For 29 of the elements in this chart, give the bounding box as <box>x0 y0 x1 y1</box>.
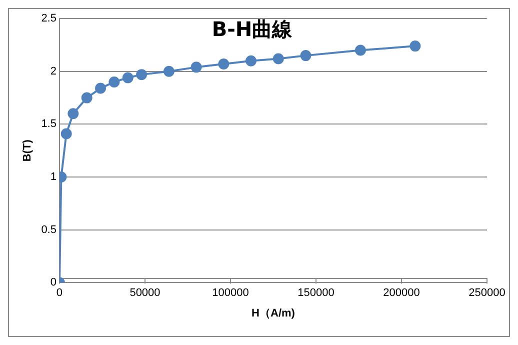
chart-title: B-H曲線 <box>212 16 294 41</box>
point <box>354 44 366 56</box>
x-axis-title: H（A/m) <box>252 307 296 320</box>
point <box>218 58 230 70</box>
point <box>68 108 79 120</box>
point <box>122 72 134 84</box>
y-tick-label: 2 <box>50 65 56 78</box>
point <box>246 55 257 66</box>
y-tick-label: 1.5 <box>41 118 56 130</box>
point <box>108 76 120 88</box>
point <box>163 66 174 77</box>
x-tick-label: 200000 <box>383 287 420 300</box>
y-tick-label: 0.5 <box>41 224 56 236</box>
point <box>190 62 202 73</box>
point <box>410 40 421 52</box>
x-tick-label: 50000 <box>130 287 160 300</box>
point <box>81 92 92 104</box>
point <box>136 69 148 80</box>
point <box>272 53 284 64</box>
point <box>300 50 312 62</box>
x-tick-label: 250000 <box>468 287 506 300</box>
x-tick-label: 150000 <box>298 287 334 300</box>
point <box>95 82 106 94</box>
y-tick-label: 2.5 <box>41 12 56 25</box>
y-tick-label: 0 <box>50 276 56 289</box>
x-tick-label: 100000 <box>212 287 249 300</box>
y-tick-label: 1 <box>50 171 56 184</box>
y-axis-title: B(T) <box>22 139 34 162</box>
point <box>60 128 72 140</box>
